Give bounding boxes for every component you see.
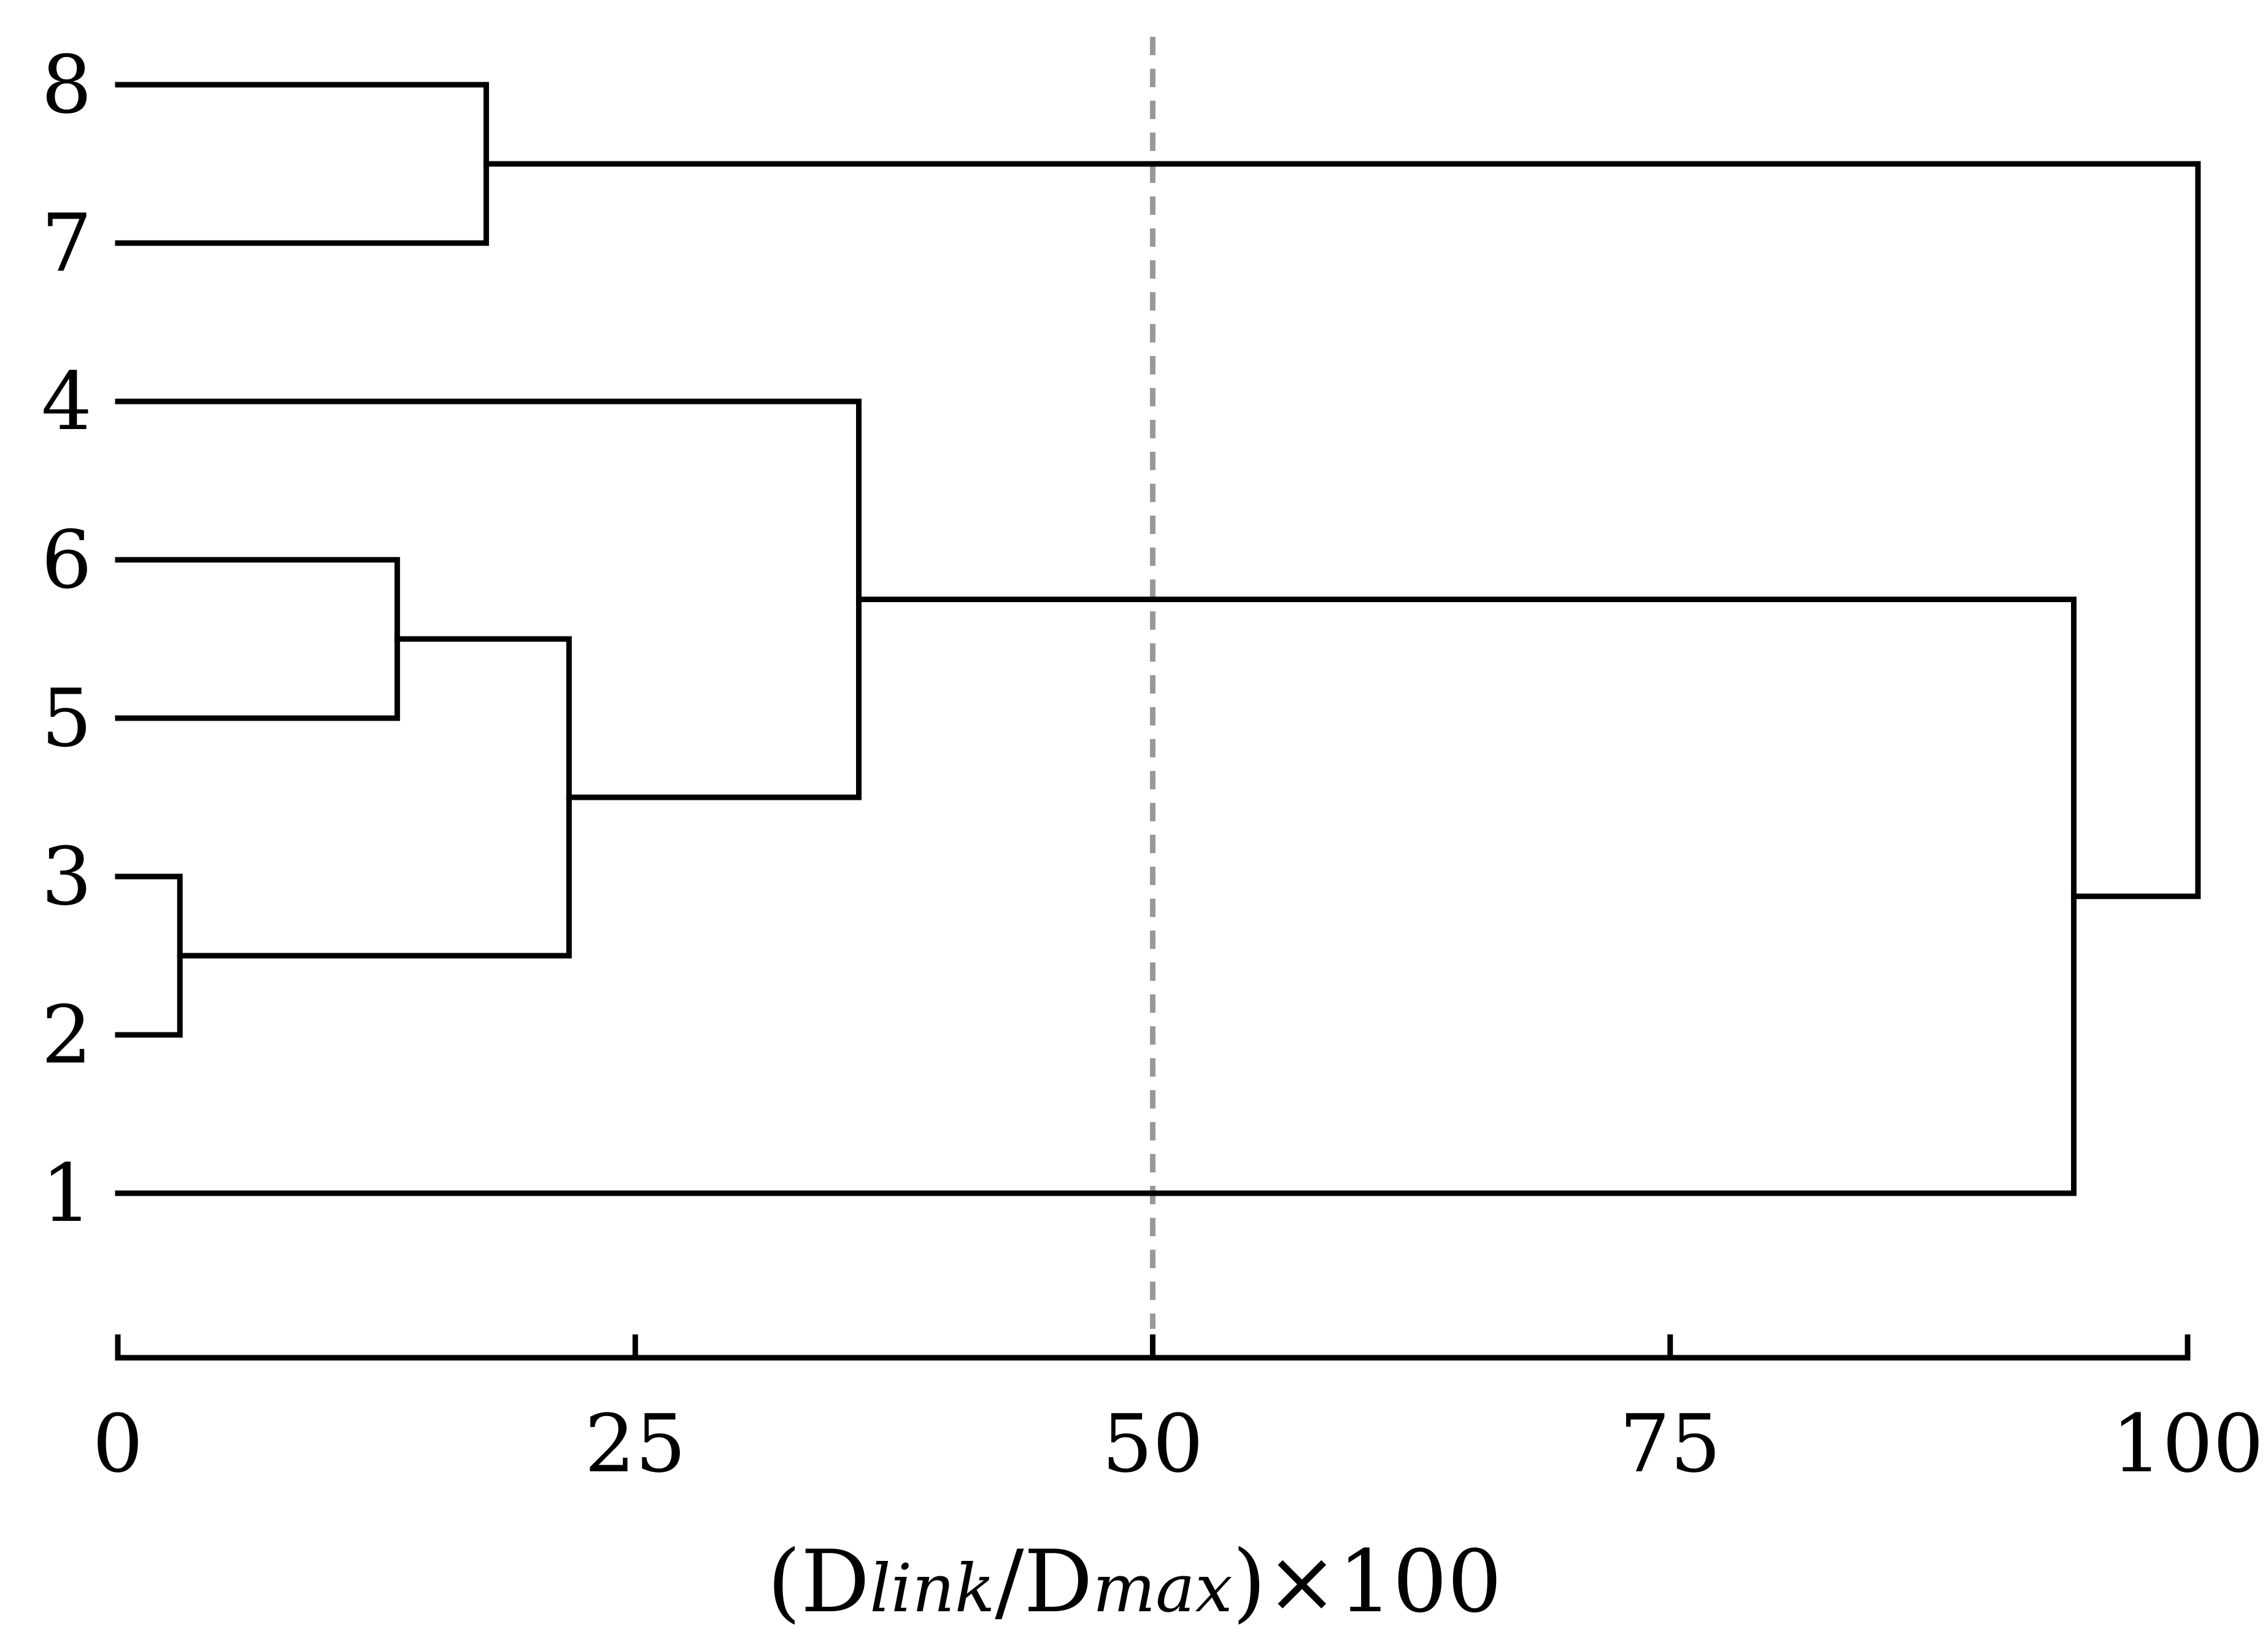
x-axis: 0 25 50 75 100 bbox=[93, 1334, 2264, 1490]
leaf-label-3: 3 bbox=[41, 830, 92, 923]
x-tick-label-75: 75 bbox=[1619, 1397, 1721, 1490]
x-tick-label-50: 50 bbox=[1102, 1397, 1203, 1490]
x-tick-label-0: 0 bbox=[93, 1397, 144, 1490]
link-B bbox=[115, 557, 400, 721]
link-C bbox=[115, 82, 489, 246]
leaf-label-5: 5 bbox=[41, 672, 92, 765]
link-A bbox=[115, 873, 183, 1038]
link-F bbox=[115, 597, 2077, 1196]
x-axis-label: (Dlink/Dmax)×100 bbox=[767, 1532, 1502, 1632]
leaf-labels: 8 7 4 6 5 3 2 1 bbox=[41, 38, 92, 1240]
leaf-label-1: 1 bbox=[41, 1147, 92, 1240]
link-G bbox=[483, 161, 2201, 899]
x-tick-label-100: 100 bbox=[2112, 1397, 2264, 1490]
leaf-label-7: 7 bbox=[41, 196, 92, 290]
leaf-label-6: 6 bbox=[41, 513, 92, 606]
dendrogram-links bbox=[115, 37, 2201, 1329]
leaf-label-2: 2 bbox=[41, 988, 92, 1082]
leaf-label-4: 4 bbox=[41, 355, 92, 448]
link-E bbox=[115, 398, 862, 800]
link-D bbox=[177, 636, 572, 959]
leaf-label-8: 8 bbox=[41, 38, 92, 131]
x-tick-label-25: 25 bbox=[585, 1397, 686, 1490]
